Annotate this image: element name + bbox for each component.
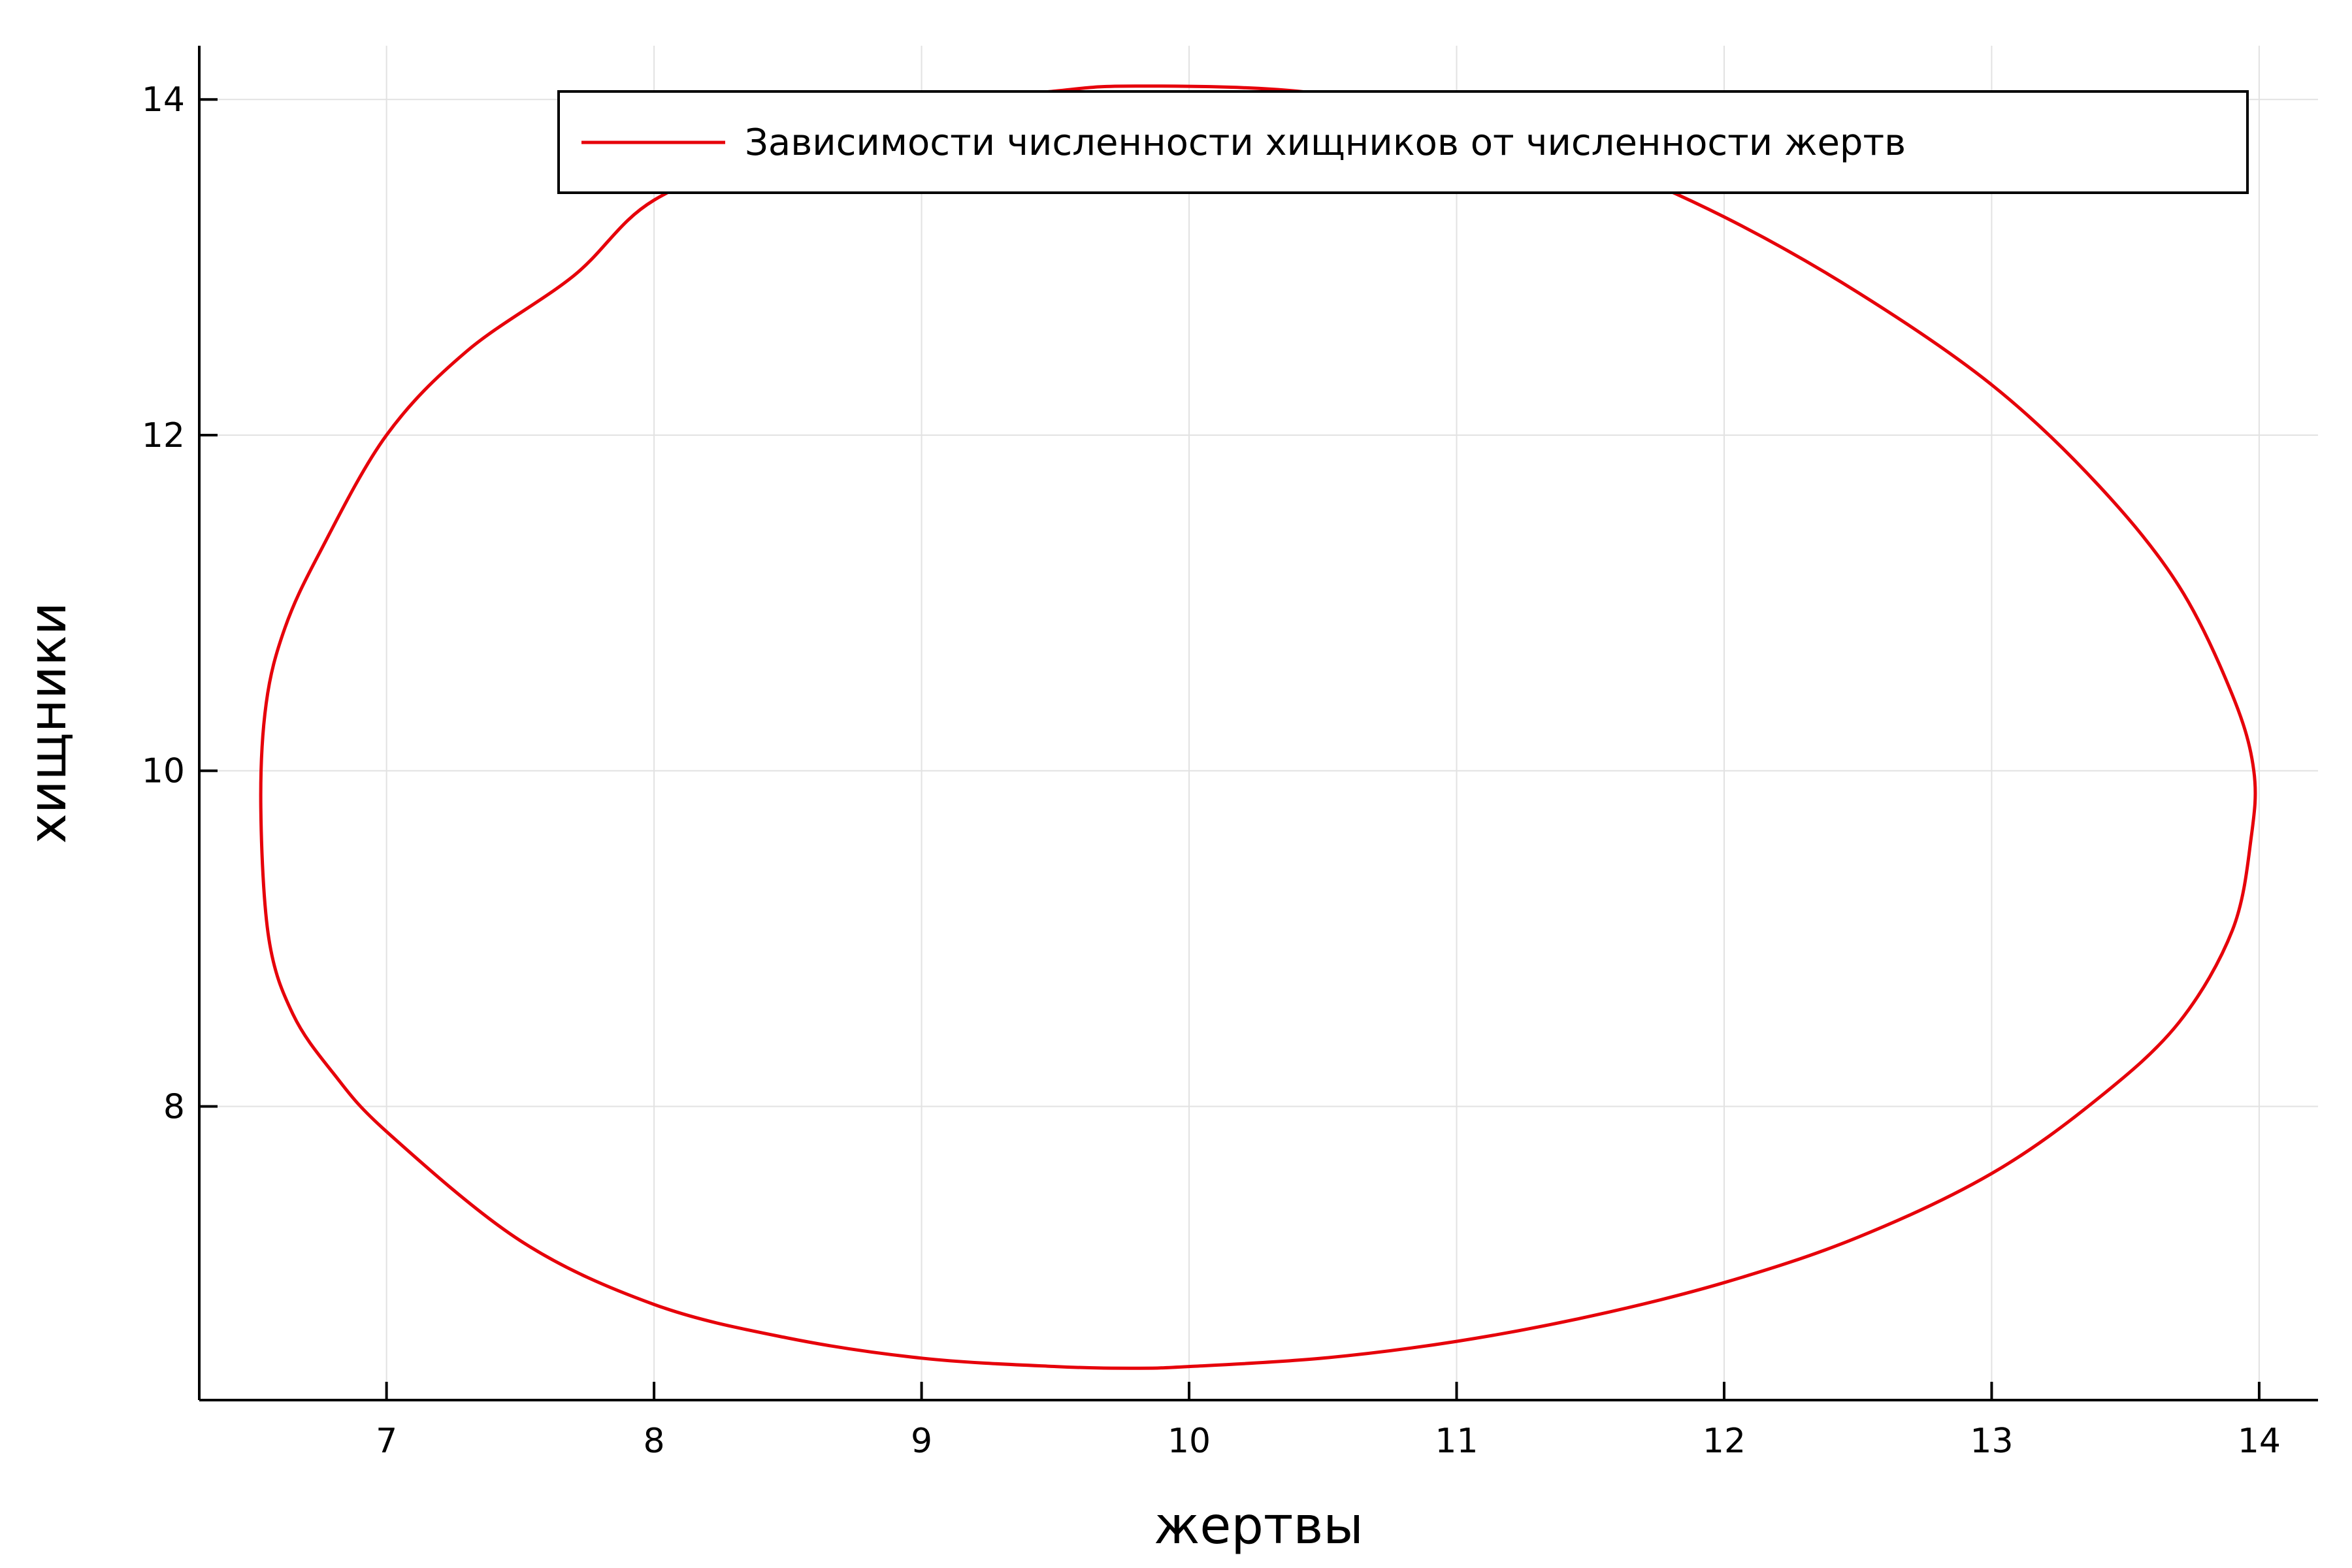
y-tick-label: 10 xyxy=(142,752,185,791)
y-tick-label: 12 xyxy=(142,416,185,455)
x-tick-label: 14 xyxy=(2238,1422,2281,1461)
x-tick-label: 8 xyxy=(644,1422,665,1461)
x-tick-label: 12 xyxy=(1703,1422,1746,1461)
y-tick-label: 14 xyxy=(142,80,185,120)
x-axis-label: жертвы xyxy=(1154,1497,1364,1556)
y-axis-label: хищники xyxy=(19,602,78,844)
series-line xyxy=(259,84,2257,1370)
legend-box xyxy=(557,90,2249,194)
axes xyxy=(198,46,2318,1401)
ticks: 7 8 9 10 11 12 13 14 8 10 12 14 xyxy=(142,80,2281,1461)
legend: Зависимости численности хищников от числ… xyxy=(557,90,2249,194)
x-tick-label: 9 xyxy=(911,1422,932,1461)
legend-label: Зависимости численности хищников от числ… xyxy=(745,122,1906,164)
x-tick-label: 11 xyxy=(1435,1422,1478,1461)
y-tick-label: 8 xyxy=(163,1087,185,1126)
x-tick-label: 13 xyxy=(1970,1422,2013,1461)
series-layer xyxy=(259,84,2257,1370)
x-tick-label: 10 xyxy=(1168,1422,1211,1461)
x-tick-label: 7 xyxy=(376,1422,397,1461)
grid xyxy=(199,46,2318,1400)
